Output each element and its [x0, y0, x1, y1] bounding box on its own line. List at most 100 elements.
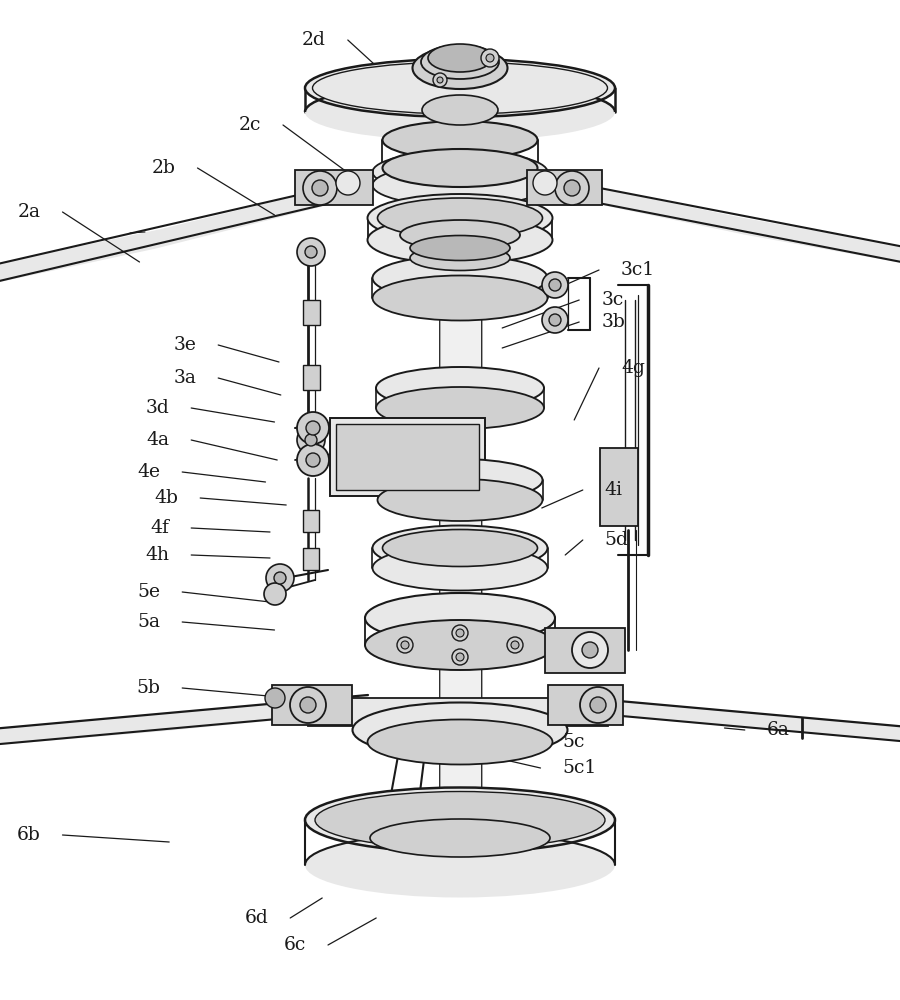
Ellipse shape [373, 526, 547, 570]
Circle shape [306, 453, 320, 467]
Text: 5b: 5b [136, 679, 160, 697]
Circle shape [507, 637, 523, 653]
Text: 4i: 4i [605, 481, 623, 499]
Circle shape [572, 632, 608, 668]
Bar [600, 448, 638, 526]
Text: 5c: 5c [562, 733, 585, 751]
Ellipse shape [373, 275, 547, 320]
Circle shape [305, 246, 317, 258]
Polygon shape [552, 695, 900, 743]
Ellipse shape [421, 45, 499, 79]
Ellipse shape [382, 121, 537, 159]
Ellipse shape [377, 459, 543, 501]
Bar [527, 170, 602, 205]
Circle shape [452, 649, 468, 665]
Circle shape [437, 77, 443, 83]
Ellipse shape [373, 164, 547, 206]
Text: 6b: 6b [16, 826, 40, 844]
Bar [330, 418, 485, 496]
Text: 4f: 4f [150, 519, 169, 537]
Bar [336, 424, 479, 490]
Ellipse shape [382, 530, 537, 566]
Text: 4h: 4h [145, 546, 169, 564]
Text: 3c1: 3c1 [621, 261, 655, 279]
Ellipse shape [367, 216, 553, 264]
Polygon shape [0, 178, 372, 286]
Ellipse shape [376, 367, 544, 409]
Circle shape [481, 49, 499, 67]
Ellipse shape [382, 149, 537, 187]
Text: 3c: 3c [601, 291, 624, 309]
Ellipse shape [377, 198, 543, 238]
Ellipse shape [353, 702, 568, 758]
Circle shape [300, 697, 316, 713]
Circle shape [533, 171, 557, 195]
Ellipse shape [365, 620, 555, 670]
Ellipse shape [312, 62, 608, 114]
Bar [272, 685, 352, 725]
Text: 2a: 2a [17, 203, 40, 221]
Circle shape [564, 180, 580, 196]
Text: 6d: 6d [245, 909, 268, 927]
Circle shape [456, 653, 464, 661]
Text: 4a: 4a [146, 431, 169, 449]
Ellipse shape [422, 95, 498, 125]
Circle shape [305, 434, 317, 446]
Ellipse shape [370, 819, 550, 857]
Text: 5c1: 5c1 [562, 759, 597, 777]
Circle shape [306, 421, 320, 435]
Circle shape [542, 272, 568, 298]
Circle shape [266, 564, 294, 592]
Text: 3a: 3a [174, 369, 196, 387]
Circle shape [542, 307, 568, 333]
Text: 2c: 2c [238, 116, 261, 134]
Circle shape [297, 426, 325, 454]
Ellipse shape [410, 235, 510, 260]
Circle shape [303, 171, 337, 205]
Circle shape [336, 171, 360, 195]
Ellipse shape [377, 479, 543, 521]
Ellipse shape [376, 387, 544, 429]
Bar [303, 300, 320, 325]
Ellipse shape [400, 220, 520, 250]
Circle shape [433, 73, 447, 87]
Circle shape [297, 444, 329, 476]
Circle shape [297, 238, 325, 266]
Ellipse shape [305, 83, 615, 141]
Circle shape [274, 572, 286, 584]
Circle shape [549, 279, 561, 291]
Text: 4g: 4g [621, 359, 645, 377]
Text: 4b: 4b [154, 489, 178, 507]
Ellipse shape [305, 832, 615, 898]
Text: 2b: 2b [151, 159, 176, 177]
Circle shape [312, 180, 328, 196]
Ellipse shape [410, 245, 510, 270]
Ellipse shape [373, 255, 547, 300]
Circle shape [297, 412, 329, 444]
Bar [545, 628, 625, 673]
Ellipse shape [315, 792, 605, 848]
Bar [303, 548, 319, 570]
Bar [548, 685, 623, 725]
Text: 5d: 5d [605, 531, 629, 549]
Ellipse shape [367, 720, 553, 764]
Circle shape [452, 625, 468, 641]
Bar [303, 365, 320, 390]
Ellipse shape [412, 47, 508, 89]
Circle shape [549, 314, 561, 326]
Ellipse shape [373, 546, 547, 590]
Ellipse shape [305, 59, 615, 117]
Text: 5e: 5e [137, 583, 160, 601]
Circle shape [265, 688, 285, 708]
Text: 3d: 3d [146, 399, 169, 417]
Bar [303, 510, 319, 532]
Bar [440, 110, 482, 830]
Polygon shape [0, 695, 368, 746]
Polygon shape [548, 178, 900, 266]
Circle shape [290, 687, 326, 723]
Ellipse shape [428, 44, 492, 72]
Text: 2d: 2d [302, 31, 326, 49]
Bar [308, 698, 608, 726]
Circle shape [456, 629, 464, 637]
Circle shape [590, 697, 606, 713]
